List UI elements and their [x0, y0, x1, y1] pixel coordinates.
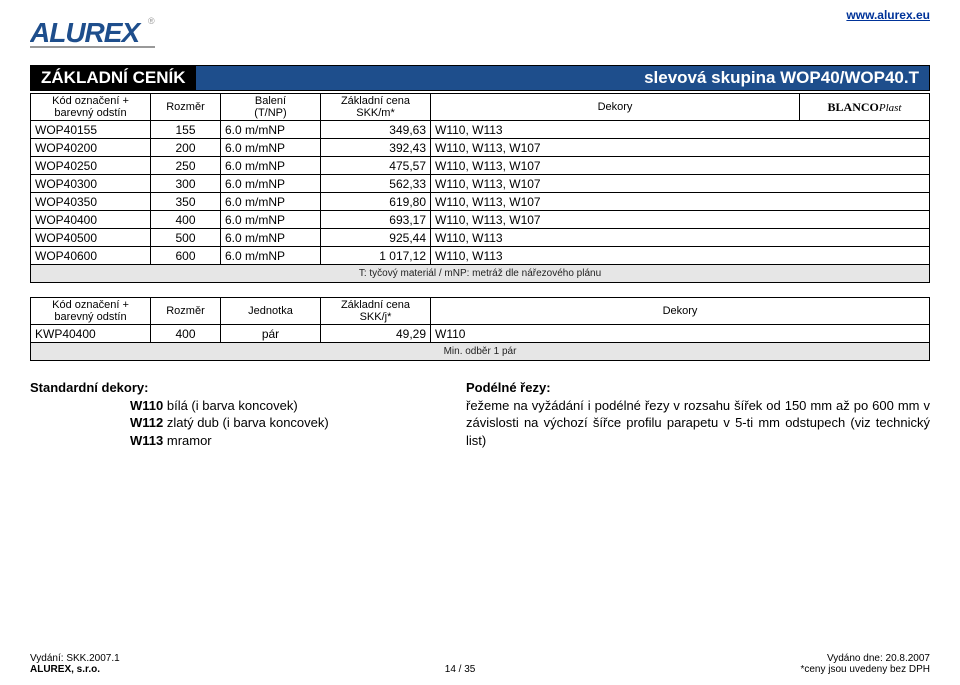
cell-pack: 6.0 m/mNP: [221, 247, 321, 265]
col2-size: Rozměr: [151, 298, 221, 325]
cell-size: 250: [151, 157, 221, 175]
cell-code: WOP40600: [31, 247, 151, 265]
col-code: Kód označení +barevný odstín: [31, 94, 151, 121]
cell-price: 1 017,12: [321, 247, 431, 265]
cell-code: WOP40155: [31, 121, 151, 139]
cell-pack: 6.0 m/mNP: [221, 193, 321, 211]
header-title-left: ZÁKLADNÍ CENÍK: [31, 66, 196, 90]
cell-decor: W110, W113: [431, 121, 930, 139]
decors-title: Standardní dekory:: [30, 380, 148, 395]
page-footer: Vydání: SKK.2007.1 ALUREX, s.r.o. 14 / 3…: [30, 653, 930, 675]
cell-price: 349,63: [321, 121, 431, 139]
decor-item: W112 zlatý dub (i barva koncovek): [130, 414, 426, 432]
cell-size: 400: [151, 325, 221, 343]
cell-pack: 6.0 m/mNP: [221, 139, 321, 157]
col-size: Rozměr: [151, 94, 221, 121]
website-link[interactable]: www.alurex.eu: [846, 8, 930, 22]
footer-left: Vydání: SKK.2007.1 ALUREX, s.r.o.: [30, 653, 120, 675]
cell-pack: 6.0 m/mNP: [221, 229, 321, 247]
cell-price: 693,17: [321, 211, 431, 229]
footer-right: Vydáno dne: 20.8.2007 *ceny jsou uvedeny…: [800, 653, 930, 675]
cell-price: 619,80: [321, 193, 431, 211]
col2-unit: Jednotka: [221, 298, 321, 325]
col2-code: Kód označení +barevný odstín: [31, 298, 151, 325]
cell-size: 300: [151, 175, 221, 193]
cell-code: WOP40350: [31, 193, 151, 211]
secondary-price-table: Kód označení +barevný odstín Rozměr Jedn…: [30, 297, 930, 361]
table-row: WOP405005006.0 m/mNP925,44W110, W113: [31, 229, 930, 247]
cell-decor: W110, W113, W107: [431, 211, 930, 229]
cell-code: WOP40400: [31, 211, 151, 229]
cell-size: 350: [151, 193, 221, 211]
cell-decor: W110, W113: [431, 229, 930, 247]
cuts-text: řežeme na vyžádání i podélné řezy v rozs…: [466, 398, 930, 448]
cell-code: WOP40250: [31, 157, 151, 175]
col-pack: Balení(T/NP): [221, 94, 321, 121]
svg-text:®: ®: [148, 16, 155, 26]
standard-decors: Standardní dekory: W110 bílá (i barva ko…: [30, 379, 426, 449]
cell-decor: W110, W113, W107: [431, 193, 930, 211]
cell-size: 400: [151, 211, 221, 229]
cell-size: 500: [151, 229, 221, 247]
cell-size: 155: [151, 121, 221, 139]
decor-item: W113 mramor: [130, 432, 426, 450]
cell-size: 200: [151, 139, 221, 157]
cell-decor: W110: [431, 325, 930, 343]
cell-pack: 6.0 m/mNP: [221, 121, 321, 139]
blanco-logo: BLANCOPlast: [828, 100, 902, 114]
brand-cell: BLANCOPlast: [800, 94, 930, 121]
cell-price: 562,33: [321, 175, 431, 193]
table-row: WOP402002006.0 m/mNP392,43W110, W113, W1…: [31, 139, 930, 157]
cuts-title: Podélné řezy:: [466, 380, 551, 395]
cell-code: WOP40300: [31, 175, 151, 193]
cell-price: 475,57: [321, 157, 431, 175]
table1-note: T: tyčový materiál / mNP: metráž dle nář…: [31, 265, 930, 283]
svg-text:ALUREX: ALUREX: [30, 17, 142, 48]
table-row: WOP404004006.0 m/mNP693,17W110, W113, W1…: [31, 211, 930, 229]
brand-logo: ALUREX ®: [30, 14, 930, 57]
cell-pack: 6.0 m/mNP: [221, 175, 321, 193]
cell-price: 49,29: [321, 325, 431, 343]
cell-pack: 6.0 m/mNP: [221, 211, 321, 229]
table-row: WOP403503506.0 m/mNP619,80W110, W113, W1…: [31, 193, 930, 211]
section-header: ZÁKLADNÍ CENÍK slevová skupina WOP40/WOP…: [30, 65, 930, 91]
table-row: WOP406006006.0 m/mNP1 017,12W110, W113: [31, 247, 930, 265]
cell-price: 392,43: [321, 139, 431, 157]
decor-item: W110 bílá (i barva koncovek): [130, 397, 426, 415]
col2-price: Základní cenaSKK/j*: [321, 298, 431, 325]
table-row: WOP401551556.0 m/mNP349,63W110, W113: [31, 121, 930, 139]
table-row: WOP402502506.0 m/mNP475,57W110, W113, W1…: [31, 157, 930, 175]
footer-page: 14 / 35: [120, 653, 801, 675]
longitudinal-cuts: Podélné řezy: řežeme na vyžádání i podél…: [466, 379, 930, 449]
cell-decor: W110, W113, W107: [431, 139, 930, 157]
cell-code: WOP40500: [31, 229, 151, 247]
table2-note: Min. odběr 1 pár: [31, 343, 930, 361]
cell-price: 925,44: [321, 229, 431, 247]
cell-decor: W110, W113, W107: [431, 175, 930, 193]
cell-decor: W110, W113, W107: [431, 157, 930, 175]
cell-code: WOP40200: [31, 139, 151, 157]
header-title-right: slevová skupina WOP40/WOP40.T: [196, 66, 930, 90]
col2-decor: Dekory: [431, 298, 930, 325]
col-decor: Dekory: [431, 94, 800, 121]
table-row: WOP403003006.0 m/mNP562,33W110, W113, W1…: [31, 175, 930, 193]
cell-code: KWP40400: [31, 325, 151, 343]
cell-decor: W110, W113: [431, 247, 930, 265]
col-price: Základní cenaSKK/m*: [321, 94, 431, 121]
cell-pack: 6.0 m/mNP: [221, 157, 321, 175]
cell-size: 600: [151, 247, 221, 265]
cell-unit: pár: [221, 325, 321, 343]
main-price-table: Kód označení +barevný odstín Rozměr Bale…: [30, 93, 930, 283]
table-row: KWP40400400pár49,29W110: [31, 325, 930, 343]
